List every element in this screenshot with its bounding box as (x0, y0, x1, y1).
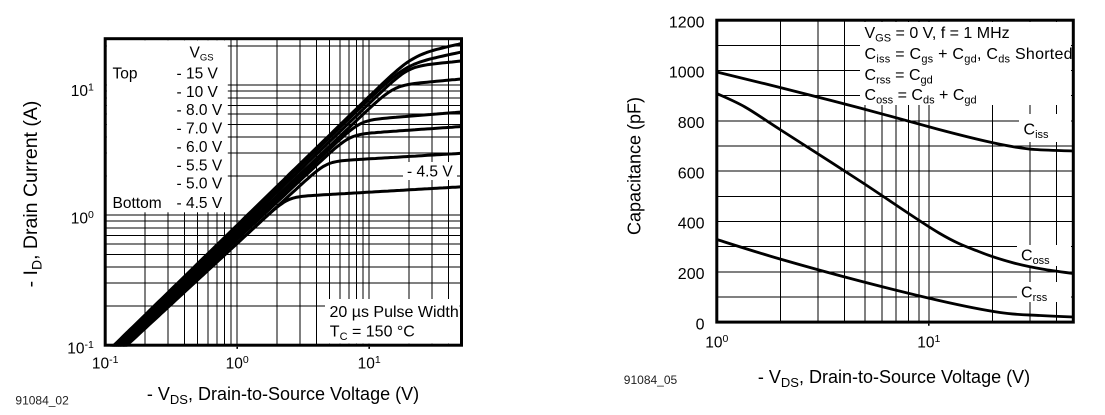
svg-text:1200: 1200 (669, 14, 705, 31)
svg-text:1000: 1000 (669, 65, 705, 82)
svg-text:- 7.0 V: - 7.0 V (177, 120, 223, 137)
svg-text:0: 0 (696, 316, 705, 333)
svg-text:- 4.5 V: - 4.5 V (177, 195, 223, 212)
svg-text:- 8.0 V: - 8.0 V (177, 102, 223, 119)
svg-text:Bottom: Bottom (113, 195, 162, 212)
svg-text:- 4.5 V: - 4.5 V (407, 164, 453, 181)
svg-text:Top: Top (113, 65, 138, 82)
svg-text:91084_05: 91084_05 (624, 373, 678, 387)
svg-text:TC​ = 150 °C: TC​ = 150 °C (330, 324, 415, 344)
svg-text:800: 800 (678, 115, 705, 132)
svg-text:- VDS​, Drain-to-Source Voltag: - VDS​, Drain-to-Source Voltage (V) (758, 367, 1030, 390)
svg-text:- 10 V: - 10 V (177, 84, 219, 101)
svg-text:Capacitance (pF): Capacitance (pF) (625, 97, 645, 235)
svg-text:Coss​ = Cds​ + Cgd​: Coss​ = Cds​ + Cgd​ (865, 87, 977, 107)
svg-text:600: 600 (678, 165, 705, 182)
svg-text:- 6.0 V: - 6.0 V (177, 139, 223, 156)
svg-text:200: 200 (678, 266, 705, 283)
svg-text:20 µs Pulse Width: 20 µs Pulse Width (330, 304, 459, 321)
svg-text:- ID​, Drain Current (A): - ID​, Drain Current (A) (20, 101, 45, 288)
svg-text:400: 400 (678, 216, 705, 233)
svg-text:VGS​ = 0 V, f = 1 MHz: VGS​ = 0 V, f = 1 MHz (865, 25, 1010, 45)
svg-text:91084_02: 91084_02 (15, 394, 69, 408)
svg-text:- VDS​, Drain-to-Source Voltag: - VDS​, Drain-to-Source Voltage (V) (147, 384, 419, 407)
svg-text:- 15 V: - 15 V (177, 65, 219, 82)
svg-text:Ciss​ = Cgs​ + Cgd​, Cds​ Shor: Ciss​ = Cgs​ + Cgd​, Cds​ Shorted (865, 46, 1073, 66)
svg-text:- 5.5 V: - 5.5 V (177, 157, 223, 174)
svg-text:- 5.0 V: - 5.0 V (177, 176, 223, 193)
